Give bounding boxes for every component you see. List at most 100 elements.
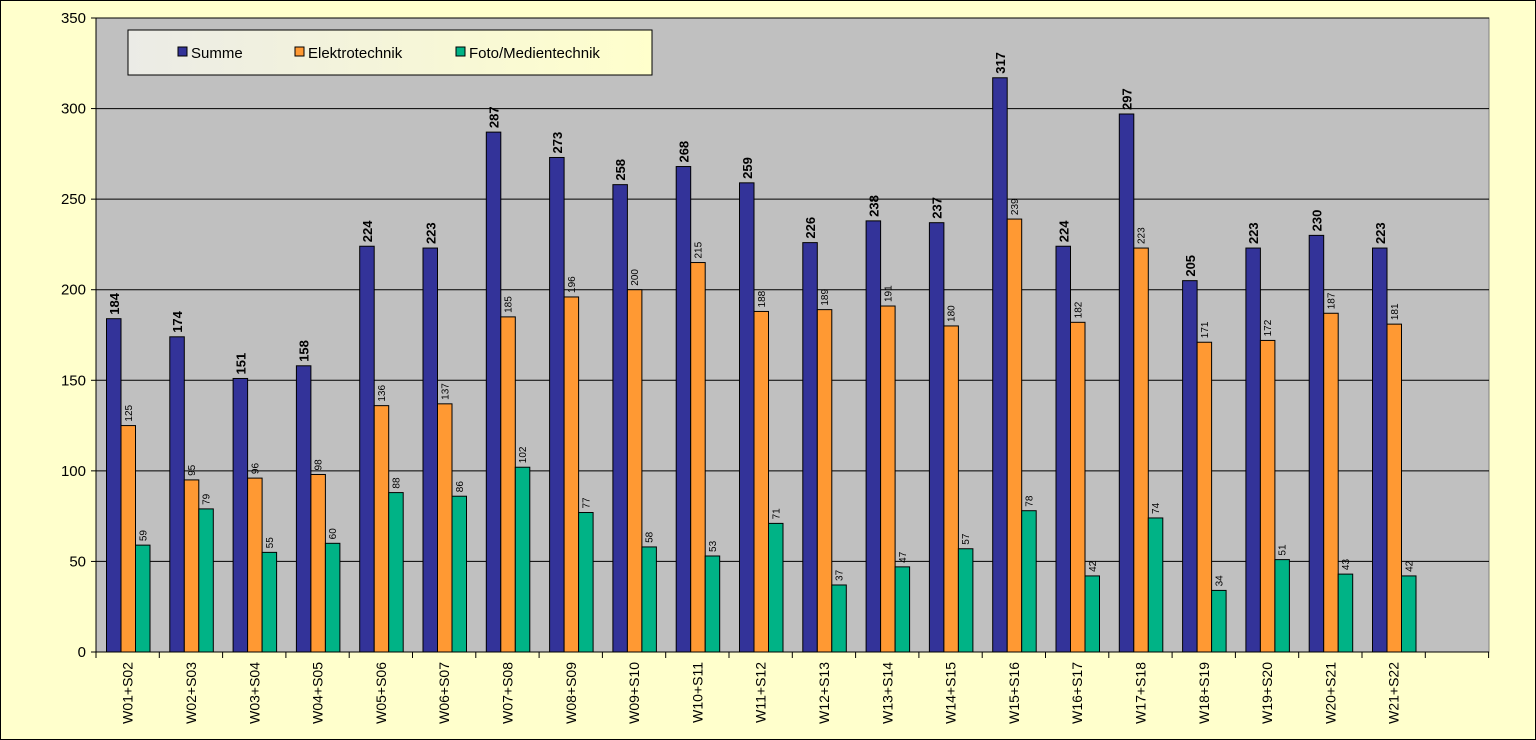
bar-summe [1308, 234, 1325, 653]
data-label-foto-medientechnik: 58 [645, 531, 656, 543]
bar-foto-medientechnik [704, 555, 721, 653]
category-label: W12+S13 [816, 662, 832, 724]
bar-elektrotechnik [563, 296, 580, 653]
axes: 0 50 100 150 200 250 300 350 W01+S02 W02+S03 W03+S… [61, 10, 1490, 724]
bar-elektrotechnik [500, 316, 516, 653]
data-label-summe: 230 [1309, 210, 1324, 232]
data-label-elektrotechnik: 196 [567, 276, 578, 293]
y-tick-label: 200 [61, 282, 86, 299]
data-label-summe: 158 [297, 340, 312, 362]
bar-summe [928, 222, 945, 653]
data-label-foto-medientechnik: 42 [1088, 560, 1099, 572]
bar-summe [106, 318, 122, 653]
bar-summe [295, 365, 312, 653]
bars [106, 77, 1417, 653]
bar-summe [169, 336, 185, 653]
bar-elektrotechnik [816, 309, 833, 653]
data-label-foto-medientechnik: 47 [898, 551, 909, 563]
data-label-summe: 184 [107, 292, 122, 314]
data-label-elektrotechnik: 125 [124, 404, 135, 421]
category-label: W20+S21 [1322, 662, 1338, 724]
data-label-foto-medientechnik: 102 [518, 446, 529, 463]
bar-elektrotechnik [310, 473, 326, 653]
bar-foto-medientechnik [1147, 517, 1164, 653]
bar-summe [232, 377, 249, 653]
data-label-summe: 317 [993, 52, 1008, 74]
data-label-foto-medientechnik: 60 [328, 528, 339, 540]
bar-foto-medientechnik [324, 542, 341, 653]
bar-foto-medientechnik [1337, 573, 1354, 653]
bar-elektrotechnik [626, 289, 643, 653]
bar-foto-medientechnik [1021, 510, 1037, 653]
y-tick-label: 250 [61, 191, 86, 208]
bar-summe [1372, 247, 1388, 653]
data-label-foto-medientechnik: 77 [581, 497, 592, 509]
legend-label-elektrotechnik: Elektrotechnik [308, 45, 403, 62]
data-label-foto-medientechnik: 79 [202, 493, 213, 505]
category-label: W01+S02 [120, 662, 136, 724]
data-label-elektrotechnik: 181 [1390, 303, 1401, 320]
data-label-elektrotechnik: 136 [377, 385, 388, 402]
legend-box [127, 29, 653, 76]
data-label-summe: 258 [613, 159, 628, 181]
legend-label-summe: Summe [191, 45, 243, 62]
data-label-summe: 268 [676, 141, 691, 163]
bar-foto-medientechnik [388, 492, 404, 653]
category-label: W03+S04 [246, 662, 262, 724]
category-label: W02+S03 [183, 662, 199, 724]
y-tick-label: 0 [78, 644, 86, 661]
bar-foto-medientechnik [768, 522, 784, 653]
legend: Summe Elektrotechnik Foto/Medientechnik [127, 29, 653, 76]
data-label-elektrotechnik: 223 [1137, 227, 1148, 244]
bar-elektrotechnik [1323, 312, 1339, 653]
bar-foto-medientechnik [261, 551, 278, 653]
data-label-summe: 174 [170, 310, 185, 332]
data-label-elektrotechnik: 188 [757, 290, 768, 307]
bar-elektrotechnik [1006, 218, 1023, 653]
data-label-elektrotechnik: 95 [187, 464, 198, 476]
bar-foto-medientechnik [135, 544, 151, 653]
data-label-foto-medientechnik: 86 [455, 481, 466, 493]
legend-swatch-foto-medientechnik [455, 46, 466, 57]
bar-foto-medientechnik [1084, 575, 1100, 653]
legend-entry-elektrotechnik: Elektrotechnik [294, 45, 403, 62]
y-tick-label: 150 [61, 372, 86, 389]
data-label-summe: 223 [1246, 222, 1261, 244]
category-label: W07+S08 [499, 662, 515, 724]
bar-summe [865, 220, 882, 653]
data-label-summe: 297 [1120, 88, 1135, 110]
bar-summe [422, 247, 438, 653]
bar-elektrotechnik [690, 262, 706, 653]
data-label-elektrotechnik: 239 [1010, 198, 1021, 215]
data-label-summe: 223 [1373, 222, 1388, 244]
bar-elektrotechnik [753, 310, 769, 653]
data-label-foto-medientechnik: 74 [1151, 502, 1162, 514]
category-label: W11+S12 [753, 662, 769, 723]
bar-foto-medientechnik [198, 508, 214, 653]
bar-foto-medientechnik [514, 466, 531, 653]
category-label: W13+S14 [879, 662, 895, 724]
category-label: W14+S15 [943, 662, 959, 724]
category-label: W05+S06 [373, 662, 389, 724]
bar-summe [1245, 247, 1261, 653]
bar-foto-medientechnik [451, 495, 467, 653]
bar-summe [739, 182, 755, 653]
legend-label-foto-medientechnik: Foto/Medientechnik [469, 45, 600, 62]
bar-foto-medientechnik [641, 546, 657, 653]
y-tick-label: 350 [61, 10, 86, 27]
bar-elektrotechnik [373, 405, 390, 653]
bar-foto-medientechnik [894, 566, 911, 653]
bar-elektrotechnik [1196, 341, 1213, 653]
legend-swatch-elektrotechnik [294, 46, 305, 57]
bar-elektrotechnik [880, 305, 896, 653]
data-label-foto-medientechnik: 53 [708, 540, 719, 552]
data-label-summe: 259 [740, 157, 755, 179]
data-label-summe: 151 [233, 353, 248, 375]
data-label-elektrotechnik: 137 [440, 383, 451, 400]
bar-elektrotechnik [1133, 247, 1149, 653]
data-label-summe: 223 [423, 222, 438, 244]
bar-foto-medientechnik [1211, 589, 1227, 653]
bar-foto-medientechnik [578, 512, 594, 653]
bar-elektrotechnik [1070, 321, 1086, 653]
